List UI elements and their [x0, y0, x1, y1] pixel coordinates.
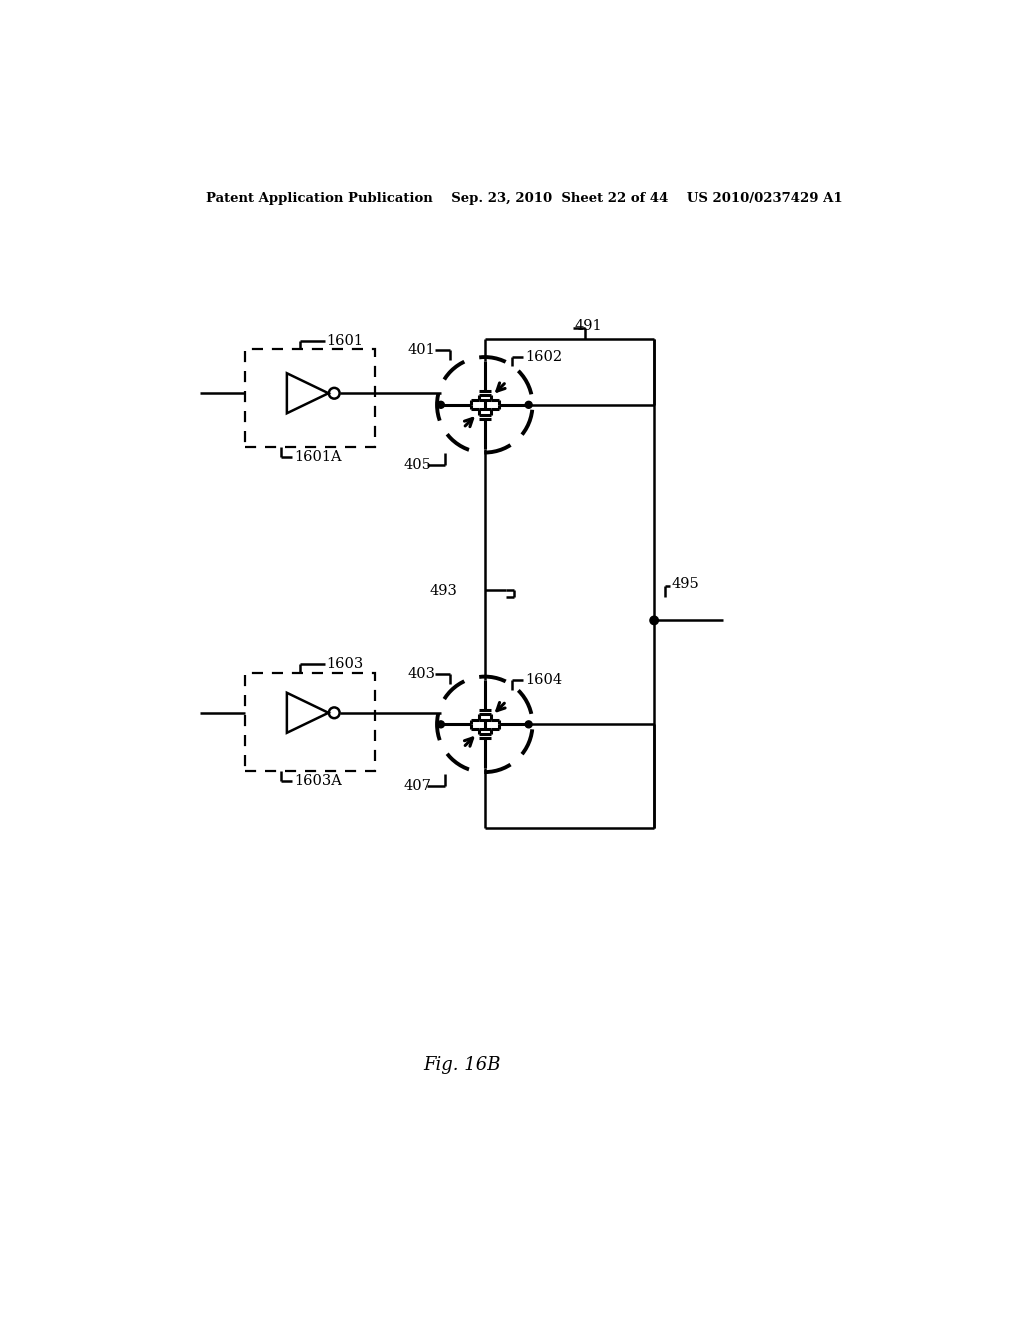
- Text: 401: 401: [408, 343, 435, 358]
- Text: 491: 491: [574, 319, 602, 333]
- Circle shape: [525, 401, 532, 408]
- Circle shape: [650, 616, 658, 624]
- Text: 1602: 1602: [524, 350, 562, 364]
- Circle shape: [525, 721, 532, 727]
- Text: 407: 407: [403, 779, 432, 793]
- Bar: [245, 350, 376, 447]
- Text: 1603A: 1603A: [294, 774, 342, 788]
- Text: 403: 403: [408, 667, 436, 681]
- Text: 1601A: 1601A: [294, 450, 341, 465]
- Text: Fig. 16B: Fig. 16B: [423, 1056, 501, 1074]
- Bar: [245, 673, 376, 771]
- Text: 493: 493: [429, 585, 457, 598]
- Text: 405: 405: [403, 458, 432, 471]
- Text: 495: 495: [671, 577, 698, 591]
- Circle shape: [437, 721, 444, 727]
- Text: Patent Application Publication    Sep. 23, 2010  Sheet 22 of 44    US 2010/02374: Patent Application Publication Sep. 23, …: [207, 191, 843, 205]
- Text: 1603: 1603: [326, 657, 364, 672]
- Text: 1601: 1601: [326, 334, 364, 348]
- Text: 1604: 1604: [524, 673, 562, 688]
- Circle shape: [437, 401, 444, 408]
